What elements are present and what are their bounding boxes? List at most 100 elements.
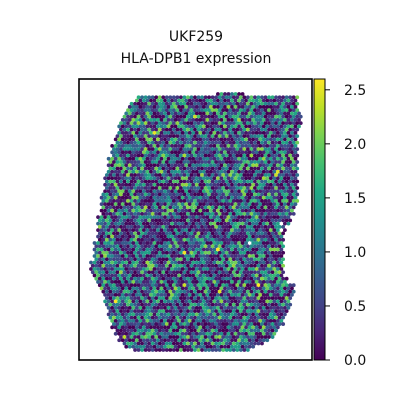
expression-spot xyxy=(224,309,229,314)
expression-spot xyxy=(161,173,166,177)
expression-spot xyxy=(205,143,210,148)
expression-spot xyxy=(106,267,111,271)
expression-spot xyxy=(200,199,204,203)
expression-spot xyxy=(217,192,222,197)
expression-spot xyxy=(245,315,250,320)
expression-spot xyxy=(275,98,280,103)
expression-spot xyxy=(127,241,132,245)
expression-spot xyxy=(171,95,176,100)
expression-spot xyxy=(171,348,176,352)
expression-spot xyxy=(124,169,129,174)
expression-spot xyxy=(184,130,189,135)
expression-spot xyxy=(286,156,291,161)
expression-spot xyxy=(110,156,115,161)
expression-spot xyxy=(288,140,293,145)
expression-spot xyxy=(254,156,259,161)
expression-spot xyxy=(133,328,137,333)
expression-spot xyxy=(230,202,234,207)
expression-spot xyxy=(198,143,203,148)
expression-spot xyxy=(166,176,171,181)
expression-spot xyxy=(138,98,143,103)
expression-spot xyxy=(233,92,238,96)
expression-spot xyxy=(242,140,247,145)
expression-spot xyxy=(108,166,113,171)
expression-spot xyxy=(147,263,152,268)
expression-spot xyxy=(261,182,266,187)
expression-spot xyxy=(240,305,245,310)
expression-spot xyxy=(182,315,187,320)
expression-spot xyxy=(126,257,130,262)
expression-spot xyxy=(124,130,129,135)
expression-spot xyxy=(113,247,118,252)
expression-spot xyxy=(238,231,243,236)
expression-spot xyxy=(267,108,271,113)
expression-spot xyxy=(201,331,206,336)
expression-spot xyxy=(152,130,157,135)
expression-spot xyxy=(233,208,238,213)
expression-spot xyxy=(191,143,196,148)
expression-spot xyxy=(134,156,139,161)
expression-spot xyxy=(166,137,171,142)
expression-spot xyxy=(110,280,115,284)
expression-spot xyxy=(134,325,139,330)
expression-spot xyxy=(290,143,294,148)
expression-spot xyxy=(253,173,257,177)
expression-spot xyxy=(256,153,261,158)
expression-spot xyxy=(141,293,146,297)
expression-spot xyxy=(254,312,259,317)
expression-spot xyxy=(238,328,243,333)
expression-spot xyxy=(145,331,150,336)
expression-spot xyxy=(265,234,270,239)
expression-spot xyxy=(214,322,219,326)
expression-spot xyxy=(133,231,137,236)
expression-spot xyxy=(260,263,264,268)
expression-spot xyxy=(251,318,256,323)
expression-spot xyxy=(126,114,130,119)
expression-spot xyxy=(140,322,145,326)
expression-spot xyxy=(231,250,236,255)
expression-spot xyxy=(265,293,270,297)
expression-spot xyxy=(154,257,159,262)
expression-spot xyxy=(127,163,132,168)
expression-spot xyxy=(212,195,217,200)
expression-spot xyxy=(113,241,118,245)
expression-spot xyxy=(253,302,257,307)
expression-spot xyxy=(247,221,252,226)
expression-spot xyxy=(226,105,231,109)
expression-spot xyxy=(194,280,199,284)
expression-spot xyxy=(228,257,233,262)
expression-spot xyxy=(207,173,212,177)
expression-spot xyxy=(281,186,286,190)
expression-spot xyxy=(235,127,240,132)
expression-spot xyxy=(134,176,139,181)
expression-spot xyxy=(177,260,182,265)
expression-spot xyxy=(117,195,122,200)
expression-spot xyxy=(261,221,266,226)
expression-spot xyxy=(156,344,160,349)
expression-spot xyxy=(201,305,206,310)
expression-spot xyxy=(115,302,120,307)
expression-spot xyxy=(216,111,220,116)
expression-spot xyxy=(182,263,187,268)
expression-spot xyxy=(231,218,236,223)
expression-spot xyxy=(214,95,219,100)
expression-spot xyxy=(238,121,243,126)
expression-spot xyxy=(226,169,231,174)
expression-spot xyxy=(198,137,203,142)
expression-spot xyxy=(261,293,266,297)
chart-subtitle: HLA-DPB1 expression xyxy=(121,51,272,67)
expression-spot xyxy=(279,280,284,284)
expression-spot xyxy=(228,328,233,333)
expression-spot xyxy=(237,331,241,336)
expression-spot xyxy=(120,202,125,207)
expression-spot xyxy=(196,166,201,171)
expression-spot xyxy=(274,192,278,197)
expression-spot xyxy=(145,254,150,258)
expression-spot xyxy=(256,199,261,203)
expression-spot xyxy=(207,140,212,145)
expression-spot xyxy=(140,263,145,268)
expression-spot xyxy=(281,166,286,171)
expression-spot xyxy=(251,98,256,103)
expression-spot xyxy=(133,212,137,216)
expression-spot xyxy=(210,315,215,320)
